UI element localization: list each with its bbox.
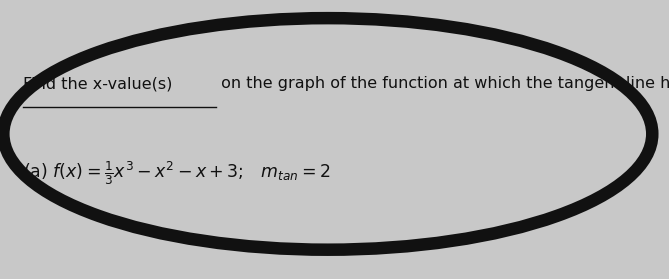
Text: Find the x-value(s): Find the x-value(s): [23, 76, 173, 91]
Text: (a) $f(x) = \frac{1}{3}x^3 - x^2 - x + 3$;   $m_{tan} = 2$: (a) $f(x) = \frac{1}{3}x^3 - x^2 - x + 3…: [23, 159, 330, 187]
Text: on the graph of the function at which the tangent line has the given slope.: on the graph of the function at which th…: [216, 76, 669, 91]
